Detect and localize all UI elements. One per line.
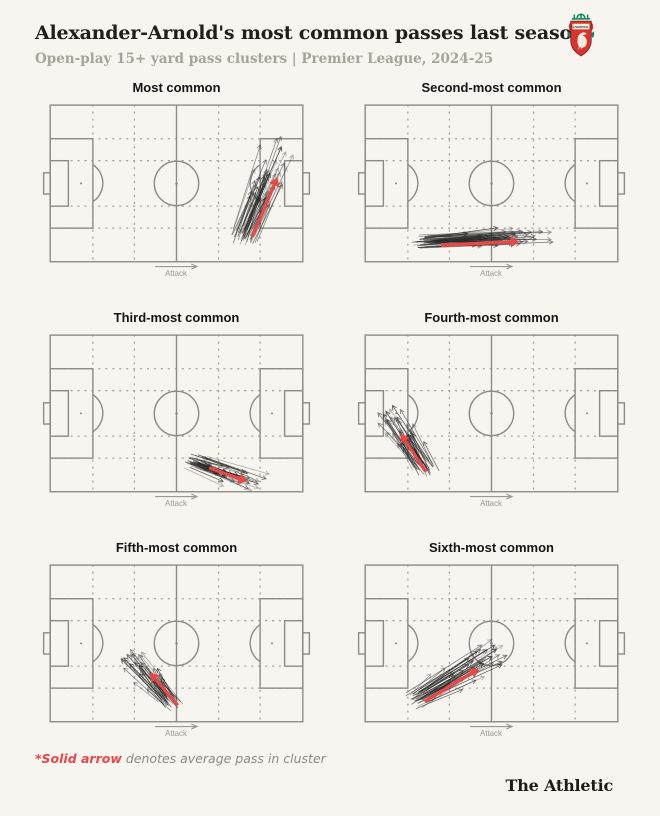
footnote: *Solid arrow denotes average pass in clu… bbox=[35, 751, 326, 766]
page-title: Alexander-Arnold's most common passes la… bbox=[35, 22, 586, 44]
pass-cluster bbox=[231, 135, 294, 246]
attack-label: Attack bbox=[480, 269, 502, 278]
attack-arrow: Attack bbox=[155, 263, 199, 278]
attack-label: Attack bbox=[480, 499, 502, 508]
liverpool-crest-icon: LIVERPOOL bbox=[565, 13, 597, 58]
panel-5: Fifth-most common Attack bbox=[40, 540, 313, 747]
pitch-map: Attack bbox=[357, 104, 626, 278]
panel-6: Sixth-most common Attack bbox=[355, 540, 628, 747]
attack-arrow: Attack bbox=[470, 723, 514, 738]
panel-title: Second-most common bbox=[421, 80, 562, 95]
pitch-spots bbox=[79, 182, 274, 185]
pitch-map: Attack bbox=[42, 104, 311, 278]
pitch-lines bbox=[357, 564, 626, 723]
pitch-spots bbox=[79, 412, 274, 415]
average-pass-arrow bbox=[250, 177, 280, 238]
pitch-map: Attack bbox=[42, 564, 311, 738]
attack-label: Attack bbox=[165, 729, 187, 738]
footnote-highlight: *Solid arrow bbox=[35, 751, 122, 766]
pitch-map: Attack bbox=[357, 564, 626, 738]
attack-arrow: Attack bbox=[155, 723, 199, 738]
panel-4: Fourth-most common Attack bbox=[355, 310, 628, 517]
the-athletic-logo: The Athletic bbox=[505, 776, 613, 795]
average-pass-arrow bbox=[400, 433, 428, 473]
panel-3: Third-most common Attack bbox=[40, 310, 313, 517]
panel-title: Sixth-most common bbox=[429, 540, 554, 555]
pitch-map: Attack bbox=[42, 334, 311, 508]
pitch-spots bbox=[394, 642, 589, 645]
panel-1: Most common Attack bbox=[40, 80, 313, 287]
attack-label: Attack bbox=[165, 269, 187, 278]
average-pass-arrow bbox=[208, 466, 248, 484]
attack-arrow: Attack bbox=[470, 263, 514, 278]
average-pass-arrow bbox=[149, 672, 180, 707]
average-pass-arrow bbox=[423, 668, 479, 703]
crest-text: LIVERPOOL bbox=[573, 25, 589, 29]
pitch-lines bbox=[357, 104, 626, 263]
pass-cluster bbox=[411, 225, 554, 249]
pitch-spots bbox=[394, 412, 589, 415]
panel-title: Fourth-most common bbox=[424, 310, 559, 325]
crest-gates bbox=[571, 13, 591, 20]
page-subtitle: Open-play 15+ yard pass clusters | Premi… bbox=[35, 50, 494, 67]
pitch-map: Attack bbox=[357, 334, 626, 508]
attack-label: Attack bbox=[165, 499, 187, 508]
pitch-spots bbox=[394, 182, 589, 185]
average-pass-arrow bbox=[440, 236, 520, 248]
crest-band bbox=[572, 23, 590, 30]
pitch-grid: Most common Attack Second-most common bbox=[40, 80, 628, 747]
pitch-spots bbox=[79, 642, 274, 645]
footnote-text: denotes average pass in cluster bbox=[121, 751, 326, 766]
pitch-lines bbox=[42, 564, 311, 723]
panel-title: Fifth-most common bbox=[115, 540, 238, 555]
attack-label: Attack bbox=[480, 729, 502, 738]
panel-2: Second-most common Attack bbox=[355, 80, 628, 287]
attack-arrow: Attack bbox=[155, 493, 199, 508]
pitch-lines bbox=[42, 334, 311, 493]
crest-liver-bird bbox=[577, 32, 587, 48]
attack-arrow: Attack bbox=[470, 493, 514, 508]
crest-bird-legs bbox=[578, 46, 582, 50]
header: Alexander-Arnold's most common passes la… bbox=[35, 22, 586, 67]
panel-title: Most common bbox=[132, 80, 221, 95]
panel-title: Third-most common bbox=[113, 310, 240, 325]
